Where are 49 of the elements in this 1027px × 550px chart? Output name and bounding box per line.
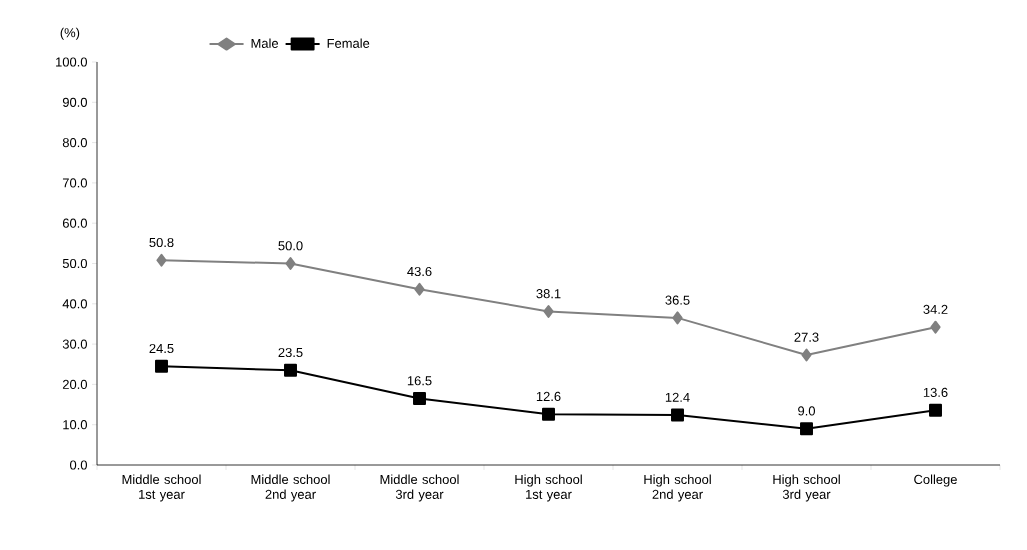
data-label: 23.5 — [278, 347, 303, 358]
x-tick-label: High school 2nd year — [644, 474, 711, 502]
legend-label: Male — [251, 38, 279, 48]
x-tick-label: Middle school 2nd year — [251, 474, 330, 502]
point — [801, 348, 812, 362]
data-label: 50.8 — [149, 237, 174, 248]
data-label: 16.5 — [407, 376, 432, 386]
x-tick-label: High school 3rd year — [773, 474, 840, 502]
point — [930, 320, 941, 334]
y-tick-label: 90.0 — [62, 97, 87, 107]
point — [800, 422, 813, 436]
point — [671, 408, 684, 422]
y-tick-label: 0.0 — [70, 460, 87, 470]
point — [542, 407, 555, 421]
y-axis-title: (%) — [60, 27, 80, 40]
y-tick-label: 30.0 — [62, 339, 87, 349]
x-tick-label: College — [914, 474, 957, 487]
x-tick-label: Middle school 3rd year — [380, 474, 459, 502]
y-tick-label: 50.0 — [62, 258, 87, 269]
y-tick-label: 20.0 — [62, 379, 87, 389]
point — [413, 392, 426, 405]
x-tick-label: Middle school 1st year — [122, 474, 201, 502]
data-label: 50.0 — [278, 241, 303, 251]
data-label: 9.0 — [798, 406, 816, 416]
y-tick-label: 70.0 — [62, 178, 87, 188]
point — [155, 359, 168, 373]
point — [156, 253, 167, 267]
point — [543, 304, 554, 318]
y-tick-label: 80.0 — [62, 138, 87, 148]
point — [284, 363, 297, 377]
point — [285, 257, 296, 270]
data-label: 12.4 — [665, 392, 690, 402]
point — [929, 403, 942, 417]
point — [672, 311, 683, 325]
x-tick-label: High school 1st year — [515, 474, 582, 502]
y-tick-label: 40.0 — [62, 299, 87, 309]
data-label: 27.3 — [794, 332, 819, 342]
y-tick-label: 100.0 — [56, 57, 87, 67]
data-label: 24.5 — [149, 343, 174, 354]
data-label: 43.6 — [407, 266, 432, 277]
point — [414, 282, 425, 296]
data-label: 13.6 — [923, 387, 948, 397]
y-tick-label: 10.0 — [63, 420, 87, 430]
data-label: 38.1 — [536, 289, 561, 299]
legend-label: Female — [327, 38, 370, 48]
data-label: 34.2 — [923, 304, 948, 314]
y-tick-label: 60.0 — [62, 218, 87, 228]
data-label: 12.6 — [536, 391, 561, 402]
data-label: 36.5 — [665, 295, 690, 305]
